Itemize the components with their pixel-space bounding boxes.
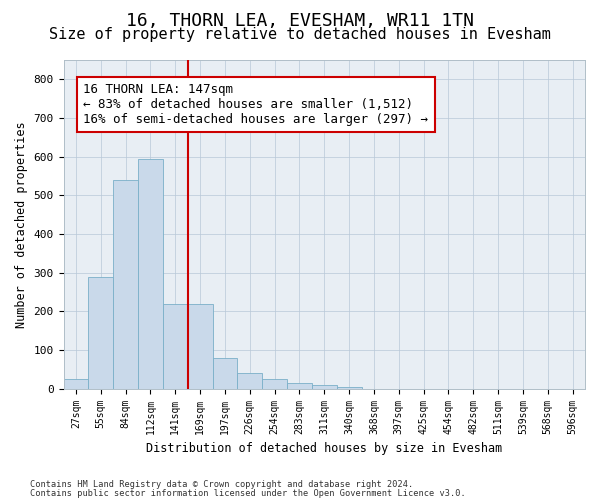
Bar — [238, 373, 262, 388]
Y-axis label: Number of detached properties: Number of detached properties — [15, 121, 28, 328]
Bar — [138, 158, 163, 388]
Bar — [64, 379, 88, 388]
Bar — [312, 385, 337, 388]
Text: 16 THORN LEA: 147sqm
← 83% of detached houses are smaller (1,512)
16% of semi-de: 16 THORN LEA: 147sqm ← 83% of detached h… — [83, 83, 428, 126]
Bar — [163, 304, 188, 388]
Text: 16, THORN LEA, EVESHAM, WR11 1TN: 16, THORN LEA, EVESHAM, WR11 1TN — [126, 12, 474, 30]
Text: Contains public sector information licensed under the Open Government Licence v3: Contains public sector information licen… — [30, 489, 466, 498]
Text: Contains HM Land Registry data © Crown copyright and database right 2024.: Contains HM Land Registry data © Crown c… — [30, 480, 413, 489]
Text: Size of property relative to detached houses in Evesham: Size of property relative to detached ho… — [49, 28, 551, 42]
Bar — [287, 383, 312, 388]
Bar — [113, 180, 138, 388]
Bar — [88, 276, 113, 388]
X-axis label: Distribution of detached houses by size in Evesham: Distribution of detached houses by size … — [146, 442, 502, 455]
Bar — [212, 358, 238, 388]
Bar — [262, 379, 287, 388]
Bar — [337, 387, 362, 388]
Bar — [188, 304, 212, 388]
